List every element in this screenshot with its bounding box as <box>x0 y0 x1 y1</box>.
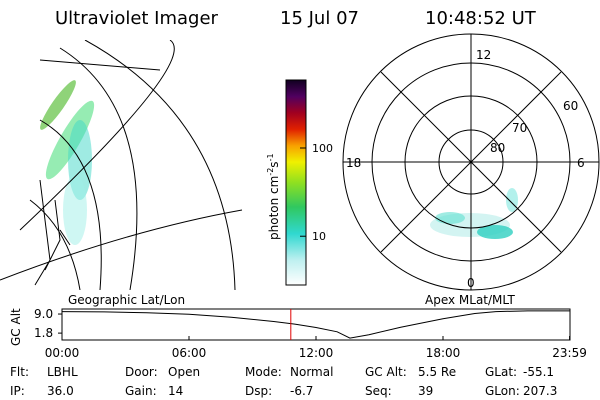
orbit-ytick-label: 1.8 <box>34 326 53 340</box>
altitude-line <box>61 310 570 339</box>
field-value: LBHL <box>47 365 78 379</box>
date: 15 Jul 07 <box>280 8 359 29</box>
lat-label: 80 <box>490 141 505 155</box>
orbit-ytick-label: 9.0 <box>34 307 53 321</box>
mlt-label: 0 <box>467 276 475 290</box>
field-value: Normal <box>290 365 333 379</box>
colorbar <box>285 79 307 286</box>
field-label: Gain: <box>125 384 157 398</box>
field-value: 207.3 <box>523 384 557 398</box>
orbit-ylabel: GC Alt <box>9 308 23 346</box>
panel-label: Geographic Lat/Lon <box>68 293 185 307</box>
geo-map <box>0 40 243 290</box>
polar-dial <box>342 33 600 291</box>
field-label: GLon: <box>485 384 520 398</box>
lat-label: 60 <box>563 99 578 113</box>
field-label: IP: <box>10 384 25 398</box>
field-value: 39 <box>418 384 433 398</box>
mlt-label: 12 <box>476 48 491 62</box>
colorbar-label: photon cm-2s-1 <box>266 153 281 240</box>
field-value: -6.7 <box>290 384 313 398</box>
field-value: -55.1 <box>523 365 554 379</box>
field-label: Flt: <box>10 365 29 379</box>
field-value: Open <box>168 365 200 379</box>
time: 10:48:52 UT <box>425 8 537 29</box>
field-label: Seq: <box>365 384 392 398</box>
orbit-xtick-label: 23:59 <box>552 346 587 360</box>
field-value: 36.0 <box>47 384 74 398</box>
orbit-xtick-label: 06:00 <box>172 346 207 360</box>
orbit-xtick-label: 12:00 <box>299 346 334 360</box>
field-value: 5.5 Re <box>418 365 456 379</box>
lat-label: 70 <box>512 121 527 135</box>
field-label: GC Alt: <box>365 365 407 379</box>
field-value: 14 <box>168 384 183 398</box>
title: Ultraviolet Imager <box>55 8 219 29</box>
field-label: Door: <box>125 365 158 379</box>
colorbar-tick-label: 10 <box>312 230 326 243</box>
mlt-label: 6 <box>577 156 585 170</box>
orbit-xtick-label: 18:00 <box>426 346 461 360</box>
orbit-xtick-label: 00:00 <box>45 346 80 360</box>
field-label: GLat: <box>485 365 517 379</box>
panel-label: Apex MLat/MLT <box>425 293 515 307</box>
colorbar-tick-label: 100 <box>312 142 333 155</box>
orbit-frame <box>61 308 571 341</box>
field-label: Mode: <box>245 365 282 379</box>
field-label: Dsp: <box>245 384 272 398</box>
mlt-label: 18 <box>346 156 361 170</box>
